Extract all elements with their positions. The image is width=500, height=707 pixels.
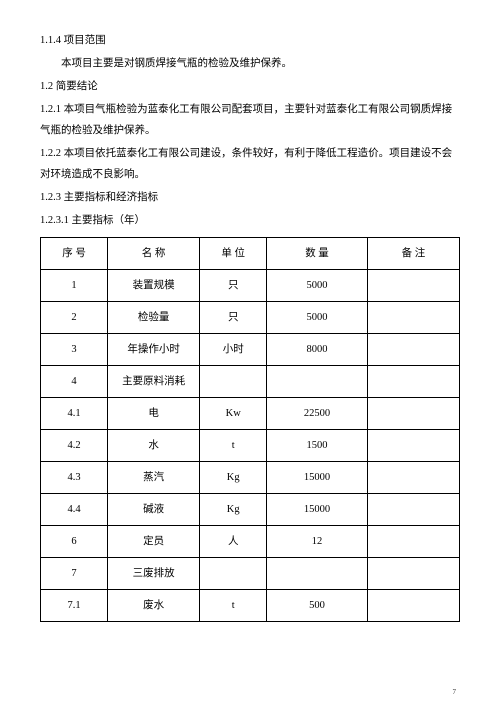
heading-1-2-3-1: 1.2.3.1 主要指标（年）: [40, 210, 460, 231]
cell-unit: t: [200, 590, 267, 622]
heading-1-2: 1.2 简要结论: [40, 76, 460, 97]
table-row: 4.2水t1500: [41, 430, 460, 462]
table-row: 2检验量只5000: [41, 302, 460, 334]
cell-unit: 小时: [200, 334, 267, 366]
table-row: 3年操作小时小时8000: [41, 334, 460, 366]
cell-seq: 4: [41, 366, 108, 398]
cell-qty: [267, 366, 368, 398]
heading-1-2-3: 1.2.3 主要指标和经济指标: [40, 187, 460, 208]
cell-note: [367, 270, 459, 302]
table-row: 6定员人12: [41, 526, 460, 558]
cell-seq: 7: [41, 558, 108, 590]
body-1-2-2: 1.2.2 本项目依托蓝泰化工有限公司建设，条件较好，有利于降低工程造价。项目建…: [40, 143, 460, 185]
cell-note: [367, 462, 459, 494]
cell-unit: Kw: [200, 398, 267, 430]
cell-name: 年操作小时: [108, 334, 200, 366]
cell-note: [367, 334, 459, 366]
cell-name: 蒸汽: [108, 462, 200, 494]
cell-seq: 4.2: [41, 430, 108, 462]
table-body: 1装置规模只50002检验量只50003年操作小时小时80004主要原料消耗4.…: [41, 270, 460, 622]
cell-qty: 5000: [267, 270, 368, 302]
cell-name: 检验量: [108, 302, 200, 334]
cell-name: 废水: [108, 590, 200, 622]
cell-name: 碱液: [108, 494, 200, 526]
body-1-2-1: 1.2.1 本项目气瓶检验为蓝泰化工有限公司配套项目，主要针对蓝泰化工有限公司钢…: [40, 99, 460, 141]
heading-1-1-4: 1.1.4 项目范围: [40, 30, 460, 51]
cell-name: 电: [108, 398, 200, 430]
cell-unit: [200, 558, 267, 590]
col-header-unit: 单 位: [200, 238, 267, 270]
cell-unit: 人: [200, 526, 267, 558]
cell-seq: 2: [41, 302, 108, 334]
cell-seq: 4.3: [41, 462, 108, 494]
cell-unit: [200, 366, 267, 398]
cell-seq: 7.1: [41, 590, 108, 622]
table-row: 7.1废水t500: [41, 590, 460, 622]
cell-note: [367, 558, 459, 590]
cell-name: 主要原料消耗: [108, 366, 200, 398]
table-row: 4.3蒸汽Kg15000: [41, 462, 460, 494]
cell-note: [367, 366, 459, 398]
cell-qty: 15000: [267, 494, 368, 526]
cell-note: [367, 590, 459, 622]
page-number: 7: [453, 688, 457, 696]
cell-unit: 只: [200, 270, 267, 302]
cell-note: [367, 302, 459, 334]
cell-qty: 5000: [267, 302, 368, 334]
cell-seq: 4.4: [41, 494, 108, 526]
col-header-qty: 数 量: [267, 238, 368, 270]
cell-qty: 12: [267, 526, 368, 558]
cell-seq: 6: [41, 526, 108, 558]
cell-name: 三废排放: [108, 558, 200, 590]
col-header-seq: 序 号: [41, 238, 108, 270]
cell-qty: 22500: [267, 398, 368, 430]
table-header-row: 序 号 名 称 单 位 数 量 备 注: [41, 238, 460, 270]
table-row: 4主要原料消耗: [41, 366, 460, 398]
table-row: 7三废排放: [41, 558, 460, 590]
cell-note: [367, 526, 459, 558]
body-1-1-4: 本项目主要是对钢质焊接气瓶的检验及维护保养。: [40, 53, 460, 74]
cell-unit: Kg: [200, 494, 267, 526]
cell-unit: t: [200, 430, 267, 462]
cell-name: 水: [108, 430, 200, 462]
table-row: 4.4碱液Kg15000: [41, 494, 460, 526]
cell-note: [367, 398, 459, 430]
cell-seq: 1: [41, 270, 108, 302]
cell-qty: 8000: [267, 334, 368, 366]
cell-seq: 4.1: [41, 398, 108, 430]
cell-qty: 500: [267, 590, 368, 622]
table-row: 4.1电Kw22500: [41, 398, 460, 430]
col-header-note: 备 注: [367, 238, 459, 270]
table-row: 1装置规模只5000: [41, 270, 460, 302]
cell-note: [367, 494, 459, 526]
col-header-name: 名 称: [108, 238, 200, 270]
cell-name: 装置规模: [108, 270, 200, 302]
cell-qty: 15000: [267, 462, 368, 494]
cell-unit: Kg: [200, 462, 267, 494]
document-page: 1.1.4 项目范围 本项目主要是对钢质焊接气瓶的检验及维护保养。 1.2 简要…: [0, 0, 500, 642]
cell-qty: 1500: [267, 430, 368, 462]
cell-note: [367, 430, 459, 462]
indicators-table: 序 号 名 称 单 位 数 量 备 注 1装置规模只50002检验量只50003…: [40, 237, 460, 622]
cell-unit: 只: [200, 302, 267, 334]
cell-seq: 3: [41, 334, 108, 366]
cell-qty: [267, 558, 368, 590]
cell-name: 定员: [108, 526, 200, 558]
